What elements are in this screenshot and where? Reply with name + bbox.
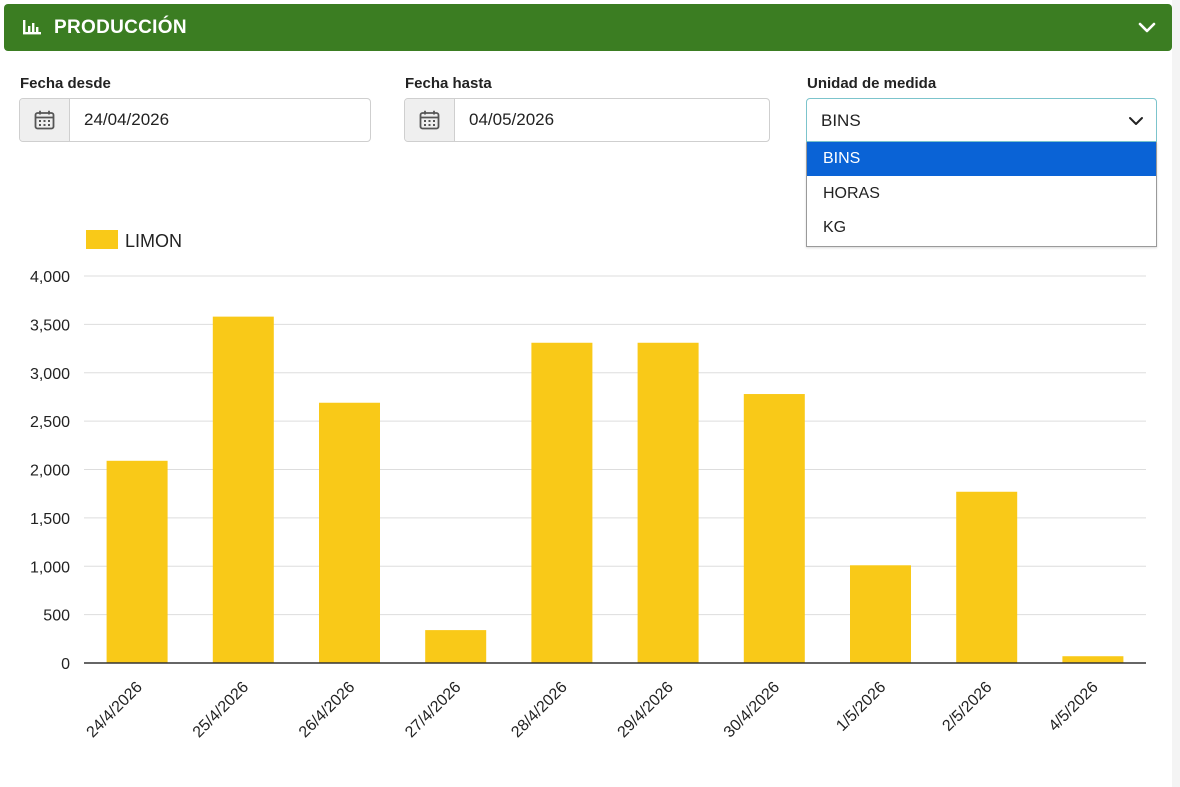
x-tick-label: 29/4/2026 [615,679,677,741]
y-tick-label: 0 [61,656,70,673]
unit-option-horas[interactable]: HORAS [823,185,880,202]
bar-25/4/2026[interactable] [212,316,274,663]
x-tick-label: 28/4/2026 [508,679,570,741]
date-to-calendar-button[interactable] [405,99,455,141]
unit-option-bins[interactable]: BINS [807,142,1156,176]
y-tick-label: 1,000 [30,559,70,576]
unit-select[interactable]: BINS [806,98,1157,142]
date-from-input[interactable] [69,99,369,141]
unit-label: Unidad de medida [807,75,937,92]
legend-swatch-limon[interactable] [86,230,118,249]
y-tick-label: 4,000 [30,269,70,286]
calendar-icon [419,110,440,130]
x-tick-label: 1/5/2026 [833,679,889,735]
legend-label-limon[interactable]: LIMON [125,231,182,251]
unit-option-kg[interactable]: KG [823,219,847,236]
y-tick-label: 500 [43,608,70,625]
bar-28/4/2026[interactable] [531,342,593,663]
date-to-input[interactable] [454,99,768,141]
date-to-field[interactable] [404,98,770,142]
scrollbar-track [1172,0,1180,787]
bar-29/4/2026[interactable] [637,342,699,663]
bar-2/5/2026[interactable] [956,491,1018,663]
panel-title: PRODUCCIÓN [54,17,187,38]
bar-26/4/2026[interactable] [319,402,380,663]
x-tick-label: 30/4/2026 [721,679,783,741]
y-tick-label: 3,500 [30,317,70,334]
bar-24/4/2026[interactable] [106,460,168,663]
unit-dropdown-list: BINS HORAS KG [806,142,1157,247]
chevron-down-icon [1129,117,1143,125]
x-tick-label: 27/4/2026 [402,679,464,741]
x-tick-label: 25/4/2026 [190,679,252,741]
x-tick-label: 26/4/2026 [296,679,358,741]
bar-27/4/2026[interactable] [425,630,487,663]
date-from-label: Fecha desde [20,75,111,92]
unit-select-value: BINS [821,111,861,130]
chevron-down-icon[interactable] [1136,20,1158,36]
calendar-icon [34,110,55,130]
y-tick-label: 1,500 [30,511,70,528]
date-to-label: Fecha hasta [405,75,492,92]
bar-chart-icon [23,20,41,35]
bar-30/4/2026[interactable] [743,394,805,663]
date-from-field[interactable] [19,98,371,142]
x-tick-label: 2/5/2026 [939,679,995,735]
y-tick-label: 3,000 [30,366,70,383]
x-tick-label: 4/5/2026 [1046,679,1102,735]
bar-1/5/2026[interactable] [850,565,911,663]
y-tick-label: 2,500 [30,414,70,431]
bar-4/5/2026[interactable] [1062,656,1124,663]
y-tick-label: 2,000 [30,463,70,480]
x-tick-label: 24/4/2026 [84,679,146,741]
panel-header[interactable]: PRODUCCIÓN [4,4,1172,51]
